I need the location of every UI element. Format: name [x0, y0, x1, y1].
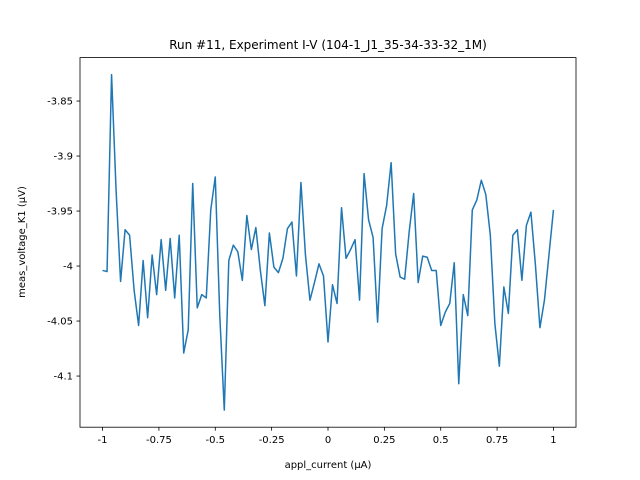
y-tick-label: -3.95 [47, 207, 73, 218]
chart-title: Run #11, Experiment I-V (104-1_J1_35-34-… [169, 38, 487, 52]
x-tick-label: 0.75 [486, 435, 508, 446]
y-tick-label: -4 [63, 262, 73, 273]
x-axis-label: appl_current (µA) [285, 460, 372, 471]
x-tick-label: 0.5 [433, 435, 449, 446]
x-tick-label: -0.75 [146, 435, 172, 446]
x-tick-label: 0 [325, 435, 331, 446]
y-tick-label: -3.9 [53, 152, 73, 163]
y-tick-label: -4.1 [53, 372, 73, 383]
y-tick-label: -4.05 [47, 317, 73, 328]
y-axis-label: meas_voltage_K1 (µV) [17, 186, 28, 298]
x-tick-label: -0.25 [259, 435, 285, 446]
x-tick-label: -1 [98, 435, 108, 446]
x-tick-label: 1 [550, 435, 556, 446]
y-tick-label: -3.85 [47, 97, 73, 108]
x-tick-label: -0.5 [206, 435, 226, 446]
data-line [102, 73, 555, 411]
x-tick-label: 0.25 [373, 435, 395, 446]
plot-frame [79, 57, 577, 428]
